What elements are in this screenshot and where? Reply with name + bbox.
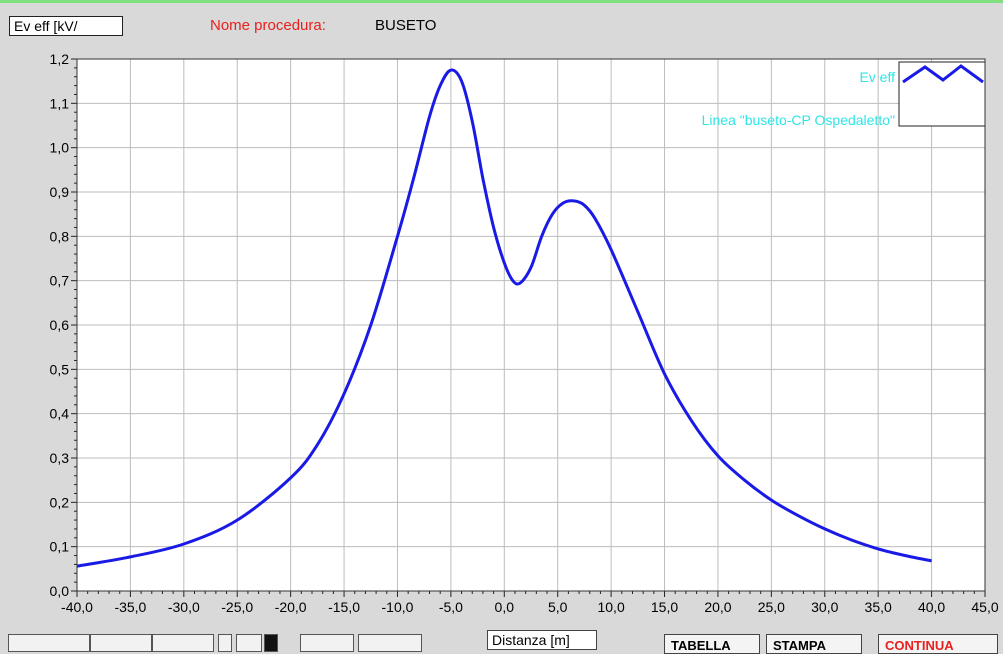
y-tick-label: 1,2 [50, 51, 70, 67]
toolbar-field[interactable] [90, 634, 152, 652]
x-axis-box: Distanza [m] [487, 630, 597, 650]
x-tick-label: 40,0 [918, 599, 945, 615]
x-tick-label: 25,0 [758, 599, 785, 615]
x-tick-label: -20,0 [275, 599, 307, 615]
zoom-tool-icon[interactable] [358, 634, 422, 652]
legend-entry-line: Linea "buseto-CP Ospedaletto" [702, 112, 895, 128]
y-tick-label: 1,1 [50, 95, 70, 111]
window-top-edge [0, 0, 1003, 3]
y-tick-label: 0,6 [50, 317, 70, 333]
legend: Ev eff Linea "buseto-CP Ospedaletto" [702, 61, 986, 128]
x-tick-label: -40,0 [61, 599, 93, 615]
toolbar-color-button[interactable] [264, 634, 278, 652]
x-tick-label: 30,0 [811, 599, 838, 615]
x-tick-label: -35,0 [114, 599, 146, 615]
plot-frame [76, 58, 986, 592]
y-unit-box: Ev eff [kV/ [9, 16, 123, 36]
x-tick-label: 0,0 [495, 599, 515, 615]
x-tick-label: -30,0 [168, 599, 200, 615]
procedure-label: Nome procedura: [210, 17, 326, 34]
x-tick-label: -15,0 [328, 599, 360, 615]
legend-entry-series: Ev eff [859, 69, 895, 85]
x-tick-label: -10,0 [382, 599, 414, 615]
stampa-button[interactable]: STAMPA [766, 634, 862, 654]
toolbar-checkbox[interactable] [218, 634, 232, 652]
y-tick-label: 0,2 [50, 494, 70, 510]
x-tick-label: -5,0 [439, 599, 463, 615]
y-tick-label: 1,0 [50, 140, 70, 156]
x-tick-label: 10,0 [597, 599, 624, 615]
y-tick-label: 0,4 [50, 406, 70, 422]
y-ticks: 0,0 0,1 0,2 0,3 0,4 0,5 0,6 0,7 0,8 0,9 1,0 1,1 1,2 [50, 51, 77, 599]
toolbar-field[interactable] [8, 634, 90, 652]
line-chart: 0,00,10,20,30,40,50,60,70,80,91,01,11,2 … [50, 51, 999, 615]
y-tick-label: 0,3 [50, 450, 70, 466]
y-tick-label: 0,9 [50, 184, 70, 200]
x-tick-label: 45,0 [971, 599, 998, 615]
y-tick-label: 0,5 [50, 361, 70, 377]
toolbar-swatch[interactable] [236, 634, 262, 652]
legend-swatch-line [902, 64, 984, 84]
series-line-ev-eff [76, 68, 932, 568]
y-tick-label: 0,0 [50, 583, 70, 599]
continua-button[interactable]: CONTINUA [878, 634, 998, 654]
tabella-button[interactable]: TABELLA [664, 634, 760, 654]
x-tick-label: 5,0 [548, 599, 568, 615]
series-group [76, 68, 932, 568]
x-tick-label: 20,0 [704, 599, 731, 615]
procedure-name: BUSETO [375, 17, 437, 34]
x-ticks: -40,0 -35,0 -30,0 -25,0 -20,0 -15,0 -10,0 -5,0 0… [61, 591, 999, 615]
y-tick-label: 0,1 [50, 539, 70, 555]
x-tick-label: 15,0 [651, 599, 678, 615]
x-tick-label: -25,0 [221, 599, 253, 615]
toolbar-field[interactable] [152, 634, 214, 652]
x-tick-label: 35,0 [865, 599, 892, 615]
y-tick-label: 0,7 [50, 273, 70, 289]
y-tick-label: 0,8 [50, 228, 70, 244]
pan-tool-icon[interactable] [300, 634, 354, 652]
legend-swatch-box [898, 61, 986, 127]
